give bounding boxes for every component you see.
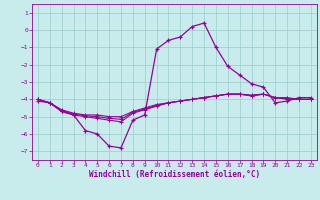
X-axis label: Windchill (Refroidissement éolien,°C): Windchill (Refroidissement éolien,°C) (89, 170, 260, 179)
